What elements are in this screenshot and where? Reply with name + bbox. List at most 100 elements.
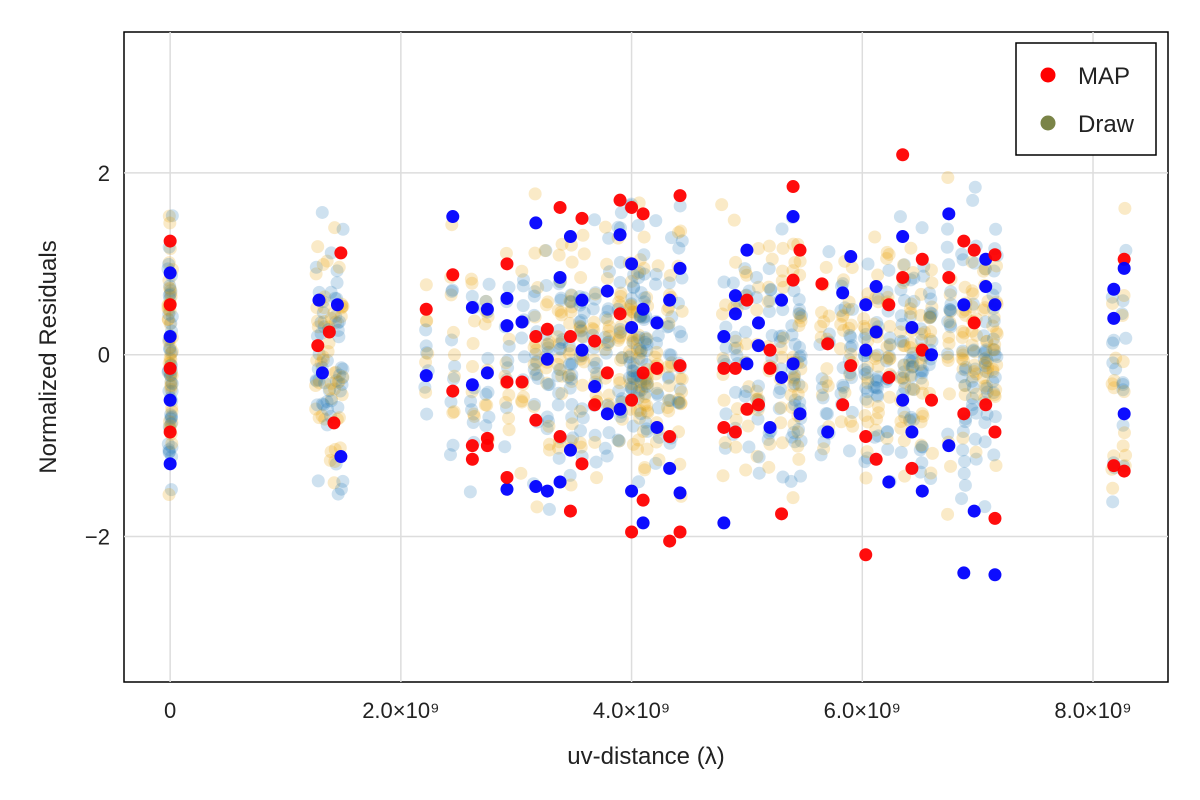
draw-point <box>925 307 939 321</box>
draw-point <box>1119 448 1133 462</box>
draw-point <box>625 334 639 348</box>
draw-point <box>762 280 776 294</box>
draw-point <box>881 442 895 456</box>
draw-point <box>777 331 791 345</box>
draw-point <box>163 287 177 301</box>
draw-point <box>502 332 516 346</box>
draw-point <box>729 440 743 454</box>
draw-point <box>516 279 530 293</box>
draw-point <box>1105 377 1119 391</box>
map-point <box>882 475 896 489</box>
draw-point <box>598 441 612 455</box>
draw-point <box>815 305 829 319</box>
legend-box <box>1015 42 1157 156</box>
map-point <box>728 307 742 321</box>
map-point <box>905 425 919 439</box>
draw-point <box>763 294 777 308</box>
draw-point <box>980 407 994 421</box>
draw-point <box>787 368 801 382</box>
draw-point <box>602 388 616 402</box>
draw-point <box>821 379 835 393</box>
x-axis-ticks: 0 2.0×10⁹ 4.0×10⁹ 6.0×10⁹ 8.0×10⁹ <box>164 698 1132 723</box>
draw-point <box>564 434 578 448</box>
map-point <box>163 393 177 407</box>
map-point <box>836 286 850 300</box>
draw-point <box>943 288 957 302</box>
draw-point <box>419 355 433 369</box>
draw-point <box>553 351 567 365</box>
draw-point <box>164 375 178 389</box>
map-point <box>673 189 687 203</box>
draw-point <box>944 459 958 473</box>
draw-point <box>635 383 649 397</box>
draw-point <box>564 294 578 308</box>
draw-point <box>880 251 894 265</box>
draw-point <box>331 487 345 501</box>
draw-point <box>317 314 331 328</box>
draw-point <box>979 364 993 378</box>
draw-point <box>590 471 604 485</box>
draw-point <box>941 507 955 521</box>
draw-point <box>162 209 176 223</box>
legend: MAP Draw <box>1015 42 1157 156</box>
draw-point <box>987 314 1001 328</box>
draw-point <box>791 387 805 401</box>
map-point <box>967 316 981 330</box>
draw-point <box>464 272 478 286</box>
map-point <box>673 359 687 373</box>
draw-point <box>897 293 911 307</box>
draw-point <box>988 390 1002 404</box>
map-point <box>419 302 433 316</box>
x-tick-label: 4.0×10⁹ <box>593 698 670 723</box>
draw-point <box>565 255 579 269</box>
map-point <box>859 548 873 562</box>
draw-point <box>600 271 614 285</box>
draw-point <box>897 258 911 272</box>
draw-point <box>957 466 971 480</box>
draw-point <box>752 466 766 480</box>
draw-point <box>844 371 858 385</box>
map-point <box>575 293 589 307</box>
draw-point <box>577 247 591 261</box>
draw-point <box>904 336 918 350</box>
map-point <box>446 384 460 398</box>
draw-point <box>943 318 957 332</box>
draw-point <box>871 295 885 309</box>
draw-point <box>164 382 178 396</box>
draw-point <box>329 315 343 329</box>
draw-point <box>314 356 328 370</box>
draw-point <box>312 411 326 425</box>
draw-point <box>858 331 872 345</box>
draw-point <box>977 303 991 317</box>
draw-point <box>638 331 652 345</box>
draw-point <box>588 287 602 301</box>
draw-point <box>311 314 325 328</box>
draw-point <box>958 454 972 468</box>
draw-point <box>870 315 884 329</box>
map-point <box>529 413 543 427</box>
map-point <box>636 516 650 530</box>
draw-point <box>867 380 881 394</box>
draw-point <box>315 409 329 423</box>
draw-point <box>978 359 992 373</box>
draw-point <box>563 468 577 482</box>
draw-point <box>858 409 872 423</box>
draw-point <box>817 442 831 456</box>
draw-point <box>905 351 919 365</box>
draw-point <box>309 260 323 274</box>
draw-point <box>776 280 790 294</box>
draw-point <box>883 338 897 352</box>
map-point <box>763 361 777 375</box>
map-point <box>979 398 993 412</box>
draw-point <box>978 500 992 514</box>
draw-point <box>1106 356 1120 370</box>
draw-point <box>626 336 640 350</box>
map-point <box>500 291 514 305</box>
map-point <box>775 370 789 384</box>
draw-point <box>942 258 956 272</box>
draw-point <box>554 342 568 356</box>
draw-point <box>716 469 730 483</box>
map-point <box>751 316 765 330</box>
draw-point <box>419 385 433 399</box>
draw-point <box>599 346 613 360</box>
